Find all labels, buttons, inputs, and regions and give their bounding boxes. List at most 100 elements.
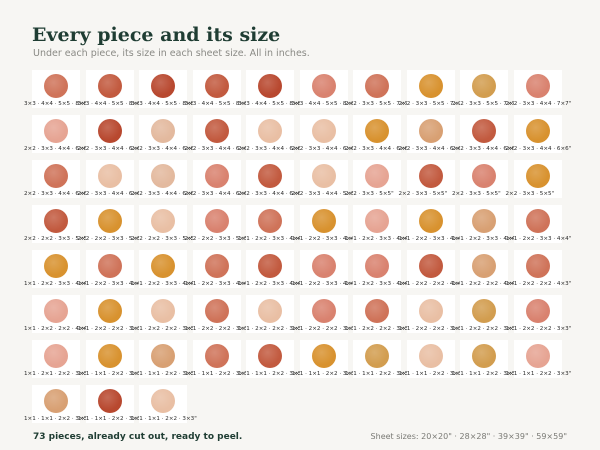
piece-tile: 1×1 · 2×2 · 2×2 · 3×3" bbox=[238, 295, 304, 333]
piece-tile: 3×3 · 4×4 · 5×5 · 8×8" bbox=[238, 70, 304, 108]
piece-tile: 1×1 · 2×2 · 2×2 · 3×3" bbox=[452, 295, 518, 333]
piece-swatch bbox=[525, 254, 550, 278]
piece-tile: 1×1 · 2×1 · 2×2 · 3×3" bbox=[24, 340, 90, 378]
piece-tile: 1×1 · 1×1 · 2×2 · 3×3" bbox=[292, 340, 357, 378]
piece-tile: 1×1 · 1×1 · 2×2 · 3×3" bbox=[452, 340, 518, 378]
piece-swatch bbox=[44, 209, 68, 233]
piece-tile: 2×2 · 3×3 · 4×4 · 6×6" bbox=[452, 115, 518, 153]
piece-swatch bbox=[258, 119, 282, 143]
piece-swatch bbox=[418, 164, 443, 188]
piece-size-caption: 2×2 · 3×3 · 4×4 · 7×7" bbox=[505, 101, 572, 107]
piece-swatch bbox=[204, 74, 229, 98]
piece-size-caption: 2×2 · 3×3 · 4×4 · 5×5" bbox=[291, 191, 358, 197]
piece-size-caption: 1×1 · 1×1 · 2×2 · 3×3" bbox=[452, 371, 518, 377]
piece-tile: 3×3 · 4×4 · 5×5 · 8×8" bbox=[78, 70, 143, 108]
piece-size-caption: 1×1 · 2×2 · 2×2 · 4×4" bbox=[452, 281, 518, 287]
piece-size-caption: 1×1 · 2×2 · 2×2 · 3×3" bbox=[398, 326, 465, 332]
piece-size-caption: 3×3 · 4×4 · 5×5 · 8×8" bbox=[24, 101, 90, 107]
piece-swatch bbox=[472, 74, 496, 98]
piece-tile: 2×2 · 3×3 · 4×4 · 6×6" bbox=[506, 115, 571, 153]
piece-swatch bbox=[44, 389, 68, 413]
piece-size-caption: 1×1 · 2×2 · 3×3 · 4×4" bbox=[77, 281, 144, 287]
piece-tile: 1×1 · 2×2 · 2×2 · 4×4" bbox=[399, 250, 464, 288]
piece-size-caption: 2×2 · 3×3 · 4×4 · 6×6" bbox=[505, 146, 572, 152]
piece-size-caption: 2×2 · 3×3 · 4×4 · 6×6" bbox=[184, 146, 251, 152]
piece-swatch bbox=[97, 164, 122, 188]
piece-tile: 1×1 · 2×2 · 2×2 · 3×3" bbox=[185, 295, 250, 333]
piece-swatch bbox=[97, 254, 122, 278]
piece-swatch bbox=[97, 119, 122, 143]
piece-tile: 1×1 · 2×2 · 3×3 · 4×4" bbox=[238, 205, 304, 243]
piece-size-caption: 3×3 · 4×4 · 5×5 · 8×8" bbox=[238, 101, 304, 107]
piece-size-caption: 1×1 · 2×1 · 2×2 · 3×3" bbox=[24, 371, 90, 377]
piece-swatch bbox=[365, 254, 389, 278]
piece-size-caption: 1×1 · 1×1 · 2×2 · 3×3" bbox=[131, 416, 197, 422]
page-subtitle: Under each piece, its size in each sheet… bbox=[33, 48, 310, 59]
piece-tile: 1×1 · 2×2 · 2×2 · 3×3" bbox=[131, 295, 197, 333]
piece-tile: 2×2 · 3×3 · 5×5" bbox=[399, 160, 455, 198]
piece-swatch bbox=[311, 344, 336, 368]
piece-swatch bbox=[204, 119, 229, 143]
piece-tile: 2×2 · 3×3 · 4×4 · 6×6" bbox=[238, 160, 304, 198]
piece-size-caption: 1×1 · 2×2 · 3×3 · 4×4" bbox=[291, 281, 358, 287]
piece-swatch bbox=[258, 344, 282, 368]
piece-size-caption: 2×2 · 3×3 · 5×5 · 7×7" bbox=[345, 101, 411, 107]
piece-swatch bbox=[525, 119, 550, 143]
piece-size-caption: 1×1 · 1×1 · 2×2 · 3×3" bbox=[291, 371, 358, 377]
piece-tile: 2×2 · 2×2 · 3×3 · 5×5" bbox=[131, 205, 197, 243]
piece-size-caption: 1×1 · 2×2 · 2×2 · 4×3" bbox=[505, 281, 572, 287]
piece-tile: 2×2 · 3×3 · 4×4 · 6×6" bbox=[78, 160, 143, 198]
piece-swatch bbox=[365, 209, 389, 233]
piece-swatch bbox=[258, 254, 282, 278]
piece-swatch bbox=[151, 389, 175, 413]
piece-tile: 1×1 · 2×2 · 3×3 · 4×4" bbox=[345, 205, 411, 243]
piece-swatch bbox=[365, 164, 389, 188]
piece-swatch bbox=[418, 254, 443, 278]
piece-tile: 1×1 · 2×2 · 3×3 · 4×4" bbox=[452, 205, 518, 243]
piece-tile: 1×1 · 2×2 · 3×3 · 4×4" bbox=[238, 250, 304, 288]
piece-size-caption: 1×1 · 2×2 · 3×3 · 4×4" bbox=[238, 236, 304, 242]
piece-tile: 1×1 · 2×2 · 3×3 · 4×4" bbox=[185, 250, 250, 288]
piece-size-caption: 1×1 · 1×1 · 2×2 · 3×3" bbox=[77, 371, 144, 377]
piece-size-caption: 1×1 · 2×2 · 3×3 · 4×4" bbox=[345, 281, 411, 287]
piece-swatch bbox=[44, 344, 68, 368]
piece-tile: 1×1 · 2×2 · 3×3 · 4×4" bbox=[292, 250, 357, 288]
piece-tile: 1×1 · 1×1 · 2×2 · 3×3" bbox=[131, 340, 197, 378]
piece-tile: 1×1 · 2×2 · 3×3 · 4×4" bbox=[345, 250, 411, 288]
piece-size-caption: 1×1 · 2×2 · 3×3 · 4×4" bbox=[505, 236, 572, 242]
piece-size-caption: 3×3 · 4×4 · 5×5 · 8×8" bbox=[184, 101, 251, 107]
piece-swatch bbox=[204, 254, 229, 278]
piece-size-caption: 2×2 · 2×2 · 3×3 · 5×5" bbox=[77, 236, 144, 242]
piece-swatch bbox=[365, 344, 389, 368]
piece-swatch bbox=[151, 164, 175, 188]
piece-swatch bbox=[472, 119, 496, 143]
piece-tile: 1×1 · 1×1 · 2×2 · 3×3" bbox=[131, 385, 197, 423]
piece-size-caption: 2×2 · 3×3 · 4×4 · 6×6" bbox=[238, 191, 304, 197]
piece-tile: 1×1 · 2×2 · 3×3 · 4×4" bbox=[399, 205, 464, 243]
piece-size-caption: 2×2 · 2×2 · 3×3 · 5×5" bbox=[184, 236, 251, 242]
piece-tile: 2×2 · 2×2 · 3×3 · 5×5" bbox=[24, 205, 90, 243]
piece-tile: 1×1 · 1×1 · 2×2 · 3×3" bbox=[78, 385, 143, 423]
piece-swatch bbox=[472, 299, 496, 323]
piece-tile: 2×2 · 3×3 · 4×4 · 6×6" bbox=[131, 115, 197, 153]
piece-size-caption: 2×2 · 3×3 · 4×4 · 6×6" bbox=[24, 146, 90, 152]
piece-size-caption: 1×1 · 2×2 · 3×3 · 4×4" bbox=[291, 236, 358, 242]
piece-swatch bbox=[204, 344, 229, 368]
piece-size-caption: 1×1 · 1×1 · 2×2 · 3×3" bbox=[131, 371, 197, 377]
piece-swatch bbox=[151, 119, 175, 143]
piece-size-caption: 2×2 · 3×3 · 5×5 · 7×7" bbox=[452, 101, 518, 107]
piece-size-caption: 1×1 · 1×1 · 2×2 · 3×3" bbox=[505, 371, 572, 377]
piece-tile: 1×1 · 2×2 · 2×2 · 4×4" bbox=[24, 295, 90, 333]
sheet-sizes: Sheet sizes: 20×20" · 28×28" · 39×39" · … bbox=[370, 432, 567, 441]
piece-tile: 1×1 · 1×1 · 2×2 · 3×3" bbox=[345, 340, 411, 378]
piece-size-caption: 2×2 · 3×3 · 4×4 · 6×6" bbox=[345, 146, 411, 152]
piece-size-caption: 1×1 · 2×2 · 2×2 · 3×3" bbox=[77, 326, 144, 332]
piece-tile: 2×2 · 3×3 · 5×5" bbox=[452, 160, 508, 198]
piece-size-caption: 2×2 · 3×3 · 4×4 · 6×6" bbox=[452, 146, 518, 152]
piece-swatch bbox=[525, 299, 550, 323]
piece-size-caption: 1×1 · 1×1 · 2×2 · 3×3" bbox=[77, 416, 144, 422]
piece-swatch bbox=[311, 254, 336, 278]
piece-tile: 2×2 · 3×3 · 5×5 · 7×7" bbox=[452, 70, 518, 108]
piece-size-caption: 2×2 · 3×3 · 5×5" bbox=[505, 191, 555, 197]
piece-swatch bbox=[151, 254, 175, 278]
